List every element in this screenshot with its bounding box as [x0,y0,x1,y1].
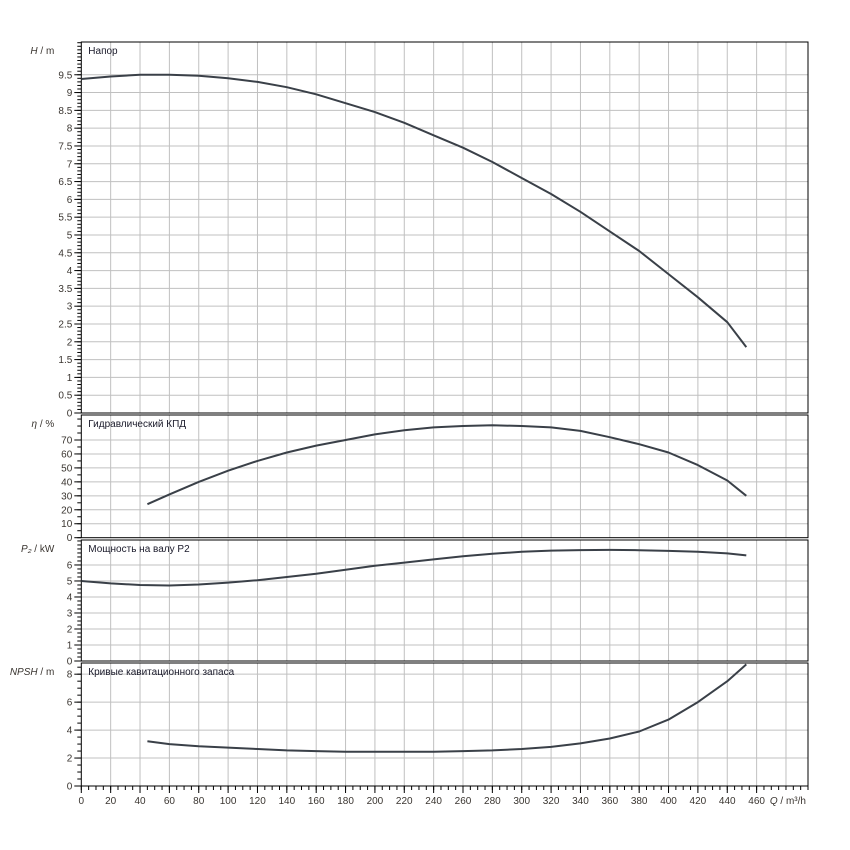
y-tick-label: 2 [67,624,73,635]
y-axis-symbol: NPSH [10,667,39,678]
x-tick-label: 460 [748,796,765,807]
x-axis-symbol: Q [770,796,778,807]
y-tick-label: 1.5 [58,355,72,366]
panel-frame [80,414,809,539]
x-tick-label: 120 [249,796,266,807]
y-tick-label: 2.5 [58,319,72,330]
y-tick-label: 0.5 [58,391,72,402]
y-tick-label: 20 [61,505,73,516]
y-tick-label: 2 [67,754,73,765]
panel-title: Напор [88,46,118,57]
series-line [147,663,747,753]
y-axis-symbol: H [30,46,38,57]
y-tick-label: 70 [61,435,73,446]
x-tick-label: 140 [278,796,295,807]
y-axis-unit: / % [37,419,54,430]
panel-title: Кривые кавитационного запаса [88,667,234,678]
y-tick-label: 30 [61,491,73,502]
panel-frame [80,41,809,414]
x-tick-label: 80 [193,796,205,807]
y-tick-label: 50 [61,463,73,474]
y-axis-label: η / % [32,419,55,430]
x-tick-label: 400 [660,796,677,807]
y-axis-unit: / kW [32,544,55,555]
y-axis-symbol: η [32,419,38,430]
y-axis-label: P₂ / kW [21,544,55,555]
x-tick-label: 320 [543,796,560,807]
y-tick-label: 0 [67,657,73,668]
y-tick-label: 2 [67,337,73,348]
y-tick-label: 60 [61,449,73,460]
y-tick-label: 5.5 [58,213,72,224]
x-tick-label: 380 [631,796,648,807]
panel-3: 0 2 4 6 8 NPSH / m Кривые кавитационного запас… [10,662,809,793]
y-tick-label: 8 [67,124,73,135]
x-tick-label: 300 [513,796,530,807]
x-tick-label: 260 [455,796,472,807]
x-tick-label: 160 [308,796,325,807]
panel-1: 0 10 20 30 40 50 60 70 η / % Гидравлический КПД [32,414,809,544]
y-tick-label: 9 [67,88,73,99]
y-tick-label: 6.5 [58,177,72,188]
y-tick-label: 4 [67,726,73,737]
x-tick-label: 220 [396,796,413,807]
panel-0: 0 0.5 1 1.5 2 2.5 3 3.5 4 4.5 5 5.5 6 6.5 7 7.5 8 8.5 9 9.5… [30,41,809,420]
y-axis-unit: / m [38,46,55,57]
y-tick-label: 3.5 [58,284,72,295]
x-tick-label: 240 [425,796,442,807]
x-tick-label: 360 [601,796,618,807]
panel-frame [80,662,809,787]
series-line [81,548,747,587]
y-tick-label: 3 [67,608,73,619]
y-tick-label: 8 [67,670,73,681]
y-tick-label: 7.5 [58,141,72,152]
x-tick-label: 60 [164,796,176,807]
x-tick-label: 40 [134,796,146,807]
x-tick-label: 0 [79,796,85,807]
y-tick-label: 0 [67,782,73,793]
x-tick-label: 180 [337,796,354,807]
y-tick-label: 6 [67,698,73,709]
y-tick-label: 3 [67,302,73,313]
x-tick-label: 340 [572,796,589,807]
y-tick-label: 10 [61,519,73,530]
y-tick-label: 0 [67,409,73,420]
y-axis-label: NPSH / m [10,667,54,678]
x-tick-label: 420 [690,796,707,807]
y-tick-label: 5 [67,576,73,587]
x-tick-label: 100 [220,796,237,807]
panel-title: Гидравлический КПД [88,419,186,430]
y-tick-label: 9.5 [58,70,72,81]
y-tick-label: 1 [67,640,73,651]
x-tick-label: 200 [367,796,384,807]
y-tick-label: 8.5 [58,106,72,117]
y-tick-label: 7 [67,159,73,170]
y-tick-label: 4.5 [58,248,72,259]
y-tick-label: 0 [67,533,73,544]
x-tick-label: 20 [105,796,117,807]
y-tick-label: 1 [67,373,73,384]
series-line [146,424,747,506]
panel-title: Мощность на валу P2 [88,544,190,555]
series-line [81,73,748,348]
x-axis-label: Q / m³/h [770,796,806,807]
y-tick-label: 5 [67,230,73,241]
x-tick-label: 280 [484,796,501,807]
x-axis-unit: / m³/h [778,796,806,807]
y-axis-label: H / m [30,46,54,57]
panel-2: 0 1 2 3 4 5 6 P₂ / kW Мощность на валу P2 [21,539,809,668]
y-tick-label: 4 [67,266,73,277]
y-axis-unit: / m [38,667,55,678]
y-tick-label: 6 [67,560,73,571]
y-tick-label: 6 [67,195,73,206]
x-tick-label: 440 [719,796,736,807]
y-axis-symbol: P₂ [21,544,32,555]
y-tick-label: 4 [67,592,73,603]
y-tick-label: 40 [61,477,73,488]
